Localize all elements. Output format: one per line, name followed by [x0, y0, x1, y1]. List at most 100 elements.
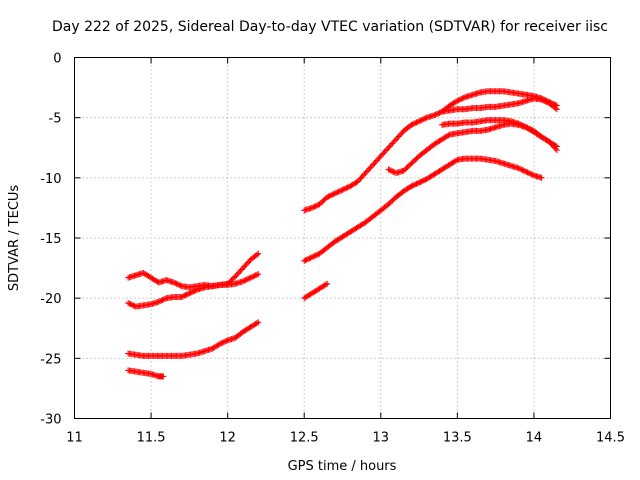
data-point	[377, 153, 384, 160]
data-point-fill	[368, 163, 375, 170]
data-point-fill	[311, 253, 318, 260]
data-point-fill	[215, 341, 222, 348]
data-point-fill	[242, 262, 249, 269]
data-point	[538, 96, 545, 103]
data-point-fill	[527, 126, 534, 133]
data-point-fill	[253, 271, 260, 278]
data-point-fill	[326, 192, 333, 199]
data-point	[385, 166, 392, 173]
data-point	[416, 179, 423, 186]
data-point-fill	[241, 263, 248, 270]
data-point	[370, 161, 377, 168]
data-point	[331, 190, 338, 197]
x-tick-label: 13	[373, 431, 390, 446]
y-tick-label: -15	[40, 232, 61, 247]
data-point-fill	[387, 141, 394, 148]
data-point-fill	[340, 186, 347, 193]
data-point	[308, 204, 315, 211]
data-point-fill	[312, 203, 319, 210]
y-tick-label: -5	[49, 112, 62, 127]
x-axis-label: GPS time / hours	[288, 459, 397, 474]
data-point-fill	[384, 146, 391, 153]
data-point-fill	[413, 119, 420, 126]
data-point-fill	[407, 184, 414, 191]
data-point-fill	[460, 94, 467, 101]
data-point-fill	[312, 252, 319, 259]
data-point-fill	[245, 259, 252, 266]
data-point-fill	[410, 120, 417, 127]
data-point-fill	[552, 105, 559, 112]
data-point-fill	[418, 117, 425, 124]
data-point-fill	[412, 181, 419, 188]
data-point-fill	[305, 256, 312, 263]
data-point-fill	[243, 276, 250, 283]
data-point-fill	[183, 291, 190, 298]
data-point	[239, 278, 246, 285]
data-points	[125, 88, 560, 380]
data-point-fill	[419, 177, 426, 184]
data-point-fill	[367, 164, 374, 171]
data-point	[255, 319, 262, 326]
data-point-fill	[422, 176, 429, 183]
data-point-fill	[542, 98, 549, 105]
data-point-fill	[356, 177, 363, 184]
data-point-fill	[181, 292, 188, 299]
data-point-fill	[243, 260, 250, 267]
data-point	[408, 121, 415, 128]
data-point-fill	[334, 189, 341, 196]
data-point-fill	[223, 337, 230, 344]
data-point	[247, 274, 254, 281]
data-point-fill	[322, 281, 329, 288]
data-point-fill	[455, 97, 462, 104]
data-point	[454, 97, 461, 104]
data-point-fill	[391, 137, 398, 144]
data-point-fill	[521, 168, 528, 175]
data-point-fill	[379, 151, 386, 158]
x-tick-label: 12.5	[290, 431, 319, 446]
data-point-fill	[527, 170, 534, 177]
data-point-fill	[306, 255, 313, 262]
data-point	[546, 138, 553, 145]
data-point-fill	[219, 339, 226, 346]
data-point	[523, 124, 530, 131]
series-track-h	[385, 120, 560, 177]
data-point-fill	[518, 166, 525, 173]
series-track-i	[439, 95, 560, 115]
data-point-fill	[380, 150, 387, 157]
data-point	[324, 280, 331, 287]
data-point	[416, 118, 423, 125]
data-point-fill	[188, 289, 195, 296]
data-point-fill	[159, 296, 166, 303]
data-point-fill	[127, 301, 134, 308]
series-track-j	[301, 280, 331, 302]
data-point-fill	[520, 167, 527, 174]
data-point-fill	[182, 292, 189, 299]
data-point	[408, 183, 415, 190]
data-point-fill	[191, 287, 198, 294]
x-tick-label: 14	[526, 431, 543, 446]
data-point-fill	[525, 125, 532, 132]
data-point-fill	[525, 170, 532, 177]
data-point-fill	[418, 178, 425, 185]
data-point-fill	[344, 184, 351, 191]
x-tick-label: 11.5	[137, 431, 166, 446]
data-point-fill	[412, 120, 419, 127]
data-point-fill	[528, 126, 535, 133]
data-point-fill	[421, 115, 428, 122]
data-point-fill	[246, 275, 253, 282]
data-point	[255, 271, 262, 278]
data-point-fill	[375, 155, 382, 162]
data-point-fill	[432, 111, 439, 118]
data-point-fill	[241, 277, 248, 284]
y-tick-label: -25	[40, 352, 61, 367]
data-point-fill	[422, 115, 429, 122]
data-point-fill	[524, 124, 531, 131]
data-point-fill	[357, 175, 364, 182]
data-point-fill	[187, 289, 194, 296]
data-point-fill	[395, 133, 402, 140]
data-point-fill	[453, 157, 460, 164]
data-point-fill	[343, 185, 350, 192]
data-point-fill	[250, 273, 257, 280]
data-point	[160, 373, 167, 380]
